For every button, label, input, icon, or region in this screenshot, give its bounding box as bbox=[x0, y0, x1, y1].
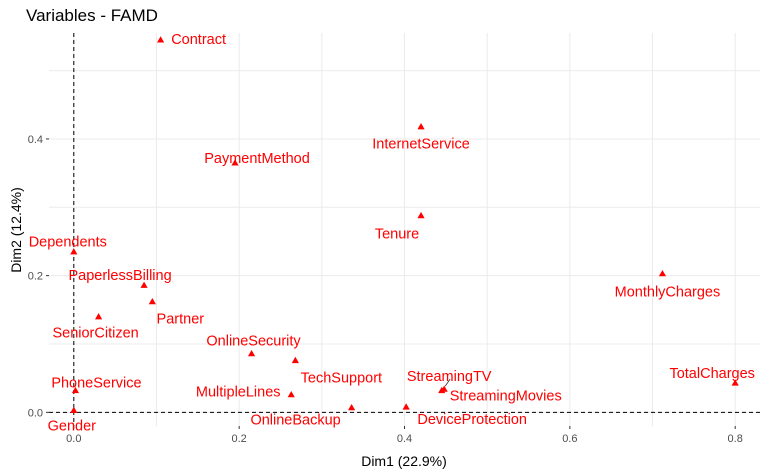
point-labels: Contract InternetService PaymentMethod Tenu… bbox=[29, 32, 755, 434]
point-marker bbox=[231, 159, 239, 166]
x-tick-label: 0.8 bbox=[728, 433, 743, 445]
point-marker bbox=[140, 281, 148, 288]
point-marker bbox=[71, 386, 80, 394]
point-label: DeviceProtection bbox=[417, 412, 527, 428]
point-label: Partner bbox=[157, 312, 205, 328]
point-label: PhoneService bbox=[51, 375, 141, 391]
point-marker bbox=[70, 248, 78, 255]
x-tick-label: 0.2 bbox=[232, 433, 247, 445]
point-label: OnlineBackup bbox=[250, 413, 340, 429]
point-label: PaymentMethod bbox=[204, 151, 310, 167]
point-marker bbox=[417, 211, 425, 219]
point-marker bbox=[157, 36, 165, 43]
point-label: TechSupport bbox=[301, 370, 382, 386]
point-label: MonthlyCharges bbox=[615, 285, 721, 301]
axis-ticks: 0.0 0.2 0.4 0.6 0.8 0.0 0.2 0.4 bbox=[28, 134, 743, 445]
point-marker bbox=[438, 386, 446, 394]
point-marker bbox=[291, 356, 299, 364]
y-axis-title: Dim2 (12.4%) bbox=[8, 187, 24, 273]
y-tick-label: 0.2 bbox=[28, 271, 43, 283]
reference-lines bbox=[49, 33, 760, 426]
y-tick-label: 0.4 bbox=[28, 134, 43, 146]
point-label: PaperlessBilling bbox=[68, 268, 171, 284]
x-tick-label: 0.0 bbox=[66, 433, 81, 445]
point-marker bbox=[731, 379, 739, 386]
point-label: Contract bbox=[171, 32, 226, 48]
point-label: Tenure bbox=[375, 226, 419, 242]
point-marker bbox=[247, 349, 256, 357]
x-axis-title: Dim1 (22.9%) bbox=[361, 453, 447, 469]
point-label: SeniorCitizen bbox=[52, 326, 138, 342]
point-label: MultipleLines bbox=[196, 385, 281, 401]
point-marker bbox=[402, 403, 410, 410]
x-tick-label: 0.4 bbox=[397, 433, 412, 445]
chart-title: Variables - FAMD bbox=[26, 6, 158, 25]
point-label: StreamingTV bbox=[407, 369, 492, 385]
point-marker bbox=[148, 298, 156, 305]
point-marker bbox=[417, 123, 425, 130]
grid-lines bbox=[49, 33, 760, 426]
point-marker bbox=[658, 269, 667, 277]
point-marker bbox=[95, 313, 103, 320]
y-tick-label: 0.0 bbox=[28, 407, 43, 419]
point-label: InternetService bbox=[372, 137, 470, 153]
point-label: Dependents bbox=[29, 235, 107, 251]
point-marker bbox=[347, 403, 356, 411]
label-leader-line bbox=[444, 378, 451, 387]
point-label: StreamingMovies bbox=[450, 388, 562, 404]
x-tick-label: 0.6 bbox=[562, 433, 577, 445]
point-label: Gender bbox=[48, 418, 97, 434]
point-label: TotalCharges bbox=[669, 366, 754, 382]
data-points bbox=[70, 36, 739, 413]
point-marker bbox=[70, 406, 78, 413]
point-label: OnlineSecurity bbox=[206, 334, 301, 350]
point-marker bbox=[287, 390, 295, 398]
